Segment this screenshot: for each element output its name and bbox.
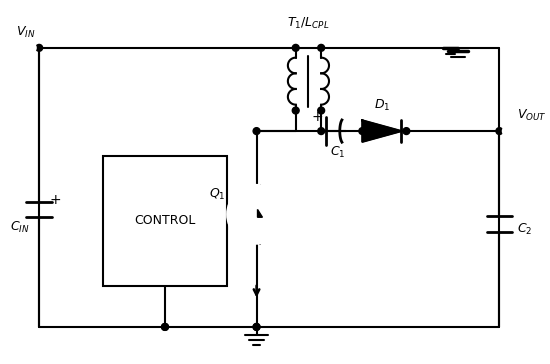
Text: $V_{OUT}$: $V_{OUT}$ bbox=[517, 108, 547, 123]
Circle shape bbox=[403, 128, 410, 135]
Circle shape bbox=[318, 44, 324, 51]
Text: $V_{IN}$: $V_{IN}$ bbox=[16, 25, 35, 40]
Circle shape bbox=[253, 324, 260, 331]
Circle shape bbox=[227, 185, 286, 244]
Circle shape bbox=[503, 127, 512, 135]
Circle shape bbox=[27, 43, 36, 52]
Circle shape bbox=[162, 324, 168, 331]
Text: $C_{IN}$: $C_{IN}$ bbox=[10, 219, 29, 234]
Circle shape bbox=[36, 44, 42, 51]
Text: $Q_1$: $Q_1$ bbox=[208, 187, 225, 202]
Text: $C_2$: $C_2$ bbox=[517, 221, 532, 237]
Text: +: + bbox=[311, 110, 323, 124]
Circle shape bbox=[318, 128, 324, 135]
Text: $C_1$: $C_1$ bbox=[330, 145, 345, 160]
Text: +: + bbox=[49, 193, 60, 207]
Circle shape bbox=[318, 107, 324, 114]
Circle shape bbox=[496, 128, 503, 135]
Polygon shape bbox=[362, 120, 401, 142]
Circle shape bbox=[359, 128, 366, 135]
Circle shape bbox=[253, 128, 260, 135]
Circle shape bbox=[292, 107, 299, 114]
Circle shape bbox=[162, 324, 168, 331]
Text: $D_1$: $D_1$ bbox=[373, 98, 390, 114]
Circle shape bbox=[253, 324, 260, 331]
Text: CONTROL: CONTROL bbox=[134, 214, 196, 227]
Text: $T_1/L_{CPL}$: $T_1/L_{CPL}$ bbox=[287, 16, 329, 31]
Polygon shape bbox=[257, 209, 262, 217]
Circle shape bbox=[292, 44, 299, 51]
Bar bbox=[103, 155, 227, 286]
